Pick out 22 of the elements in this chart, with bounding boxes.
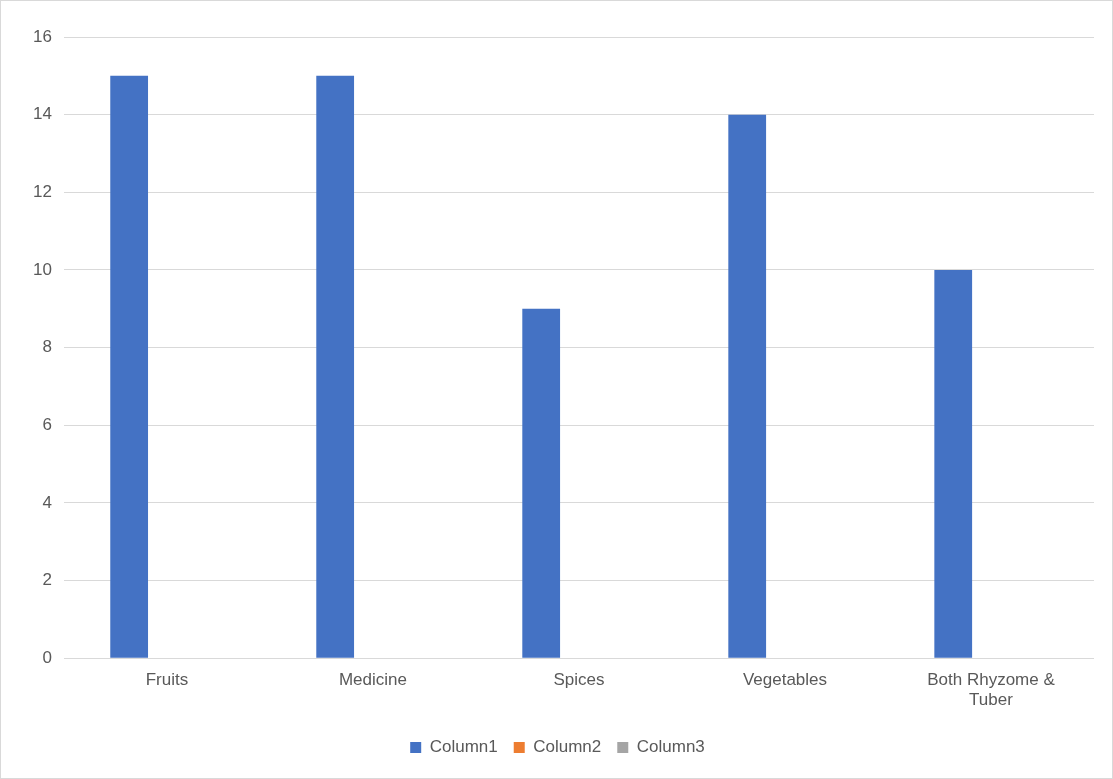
- y-tick-label: 10: [32, 259, 52, 279]
- bar: [316, 75, 355, 658]
- y-tick-label: 4: [42, 492, 52, 512]
- y-tick-label: 8: [42, 337, 52, 357]
- legend-label: Column1: [429, 737, 498, 757]
- y-tick-label: 12: [32, 181, 52, 201]
- legend-label: Column2: [533, 737, 602, 757]
- bar: [110, 75, 149, 658]
- y-tick-label: 6: [42, 414, 52, 434]
- y-tick-label: 14: [32, 104, 52, 124]
- x-tick-label: Medicine: [338, 670, 407, 690]
- bar: [522, 308, 561, 658]
- x-tick-label: Vegetables: [742, 670, 828, 690]
- bar: [728, 114, 767, 658]
- y-tick-label: 2: [42, 570, 52, 590]
- y-tick-label: 0: [42, 647, 52, 667]
- x-tick-label: Fruits: [145, 670, 189, 690]
- x-tick-label: Spices: [553, 670, 605, 690]
- x-tick-label: Both Rhyzome & Tuber: [927, 670, 1056, 710]
- y-tick-label: 16: [32, 26, 52, 46]
- legend-label: Column3: [636, 737, 705, 757]
- bar: [934, 269, 973, 658]
